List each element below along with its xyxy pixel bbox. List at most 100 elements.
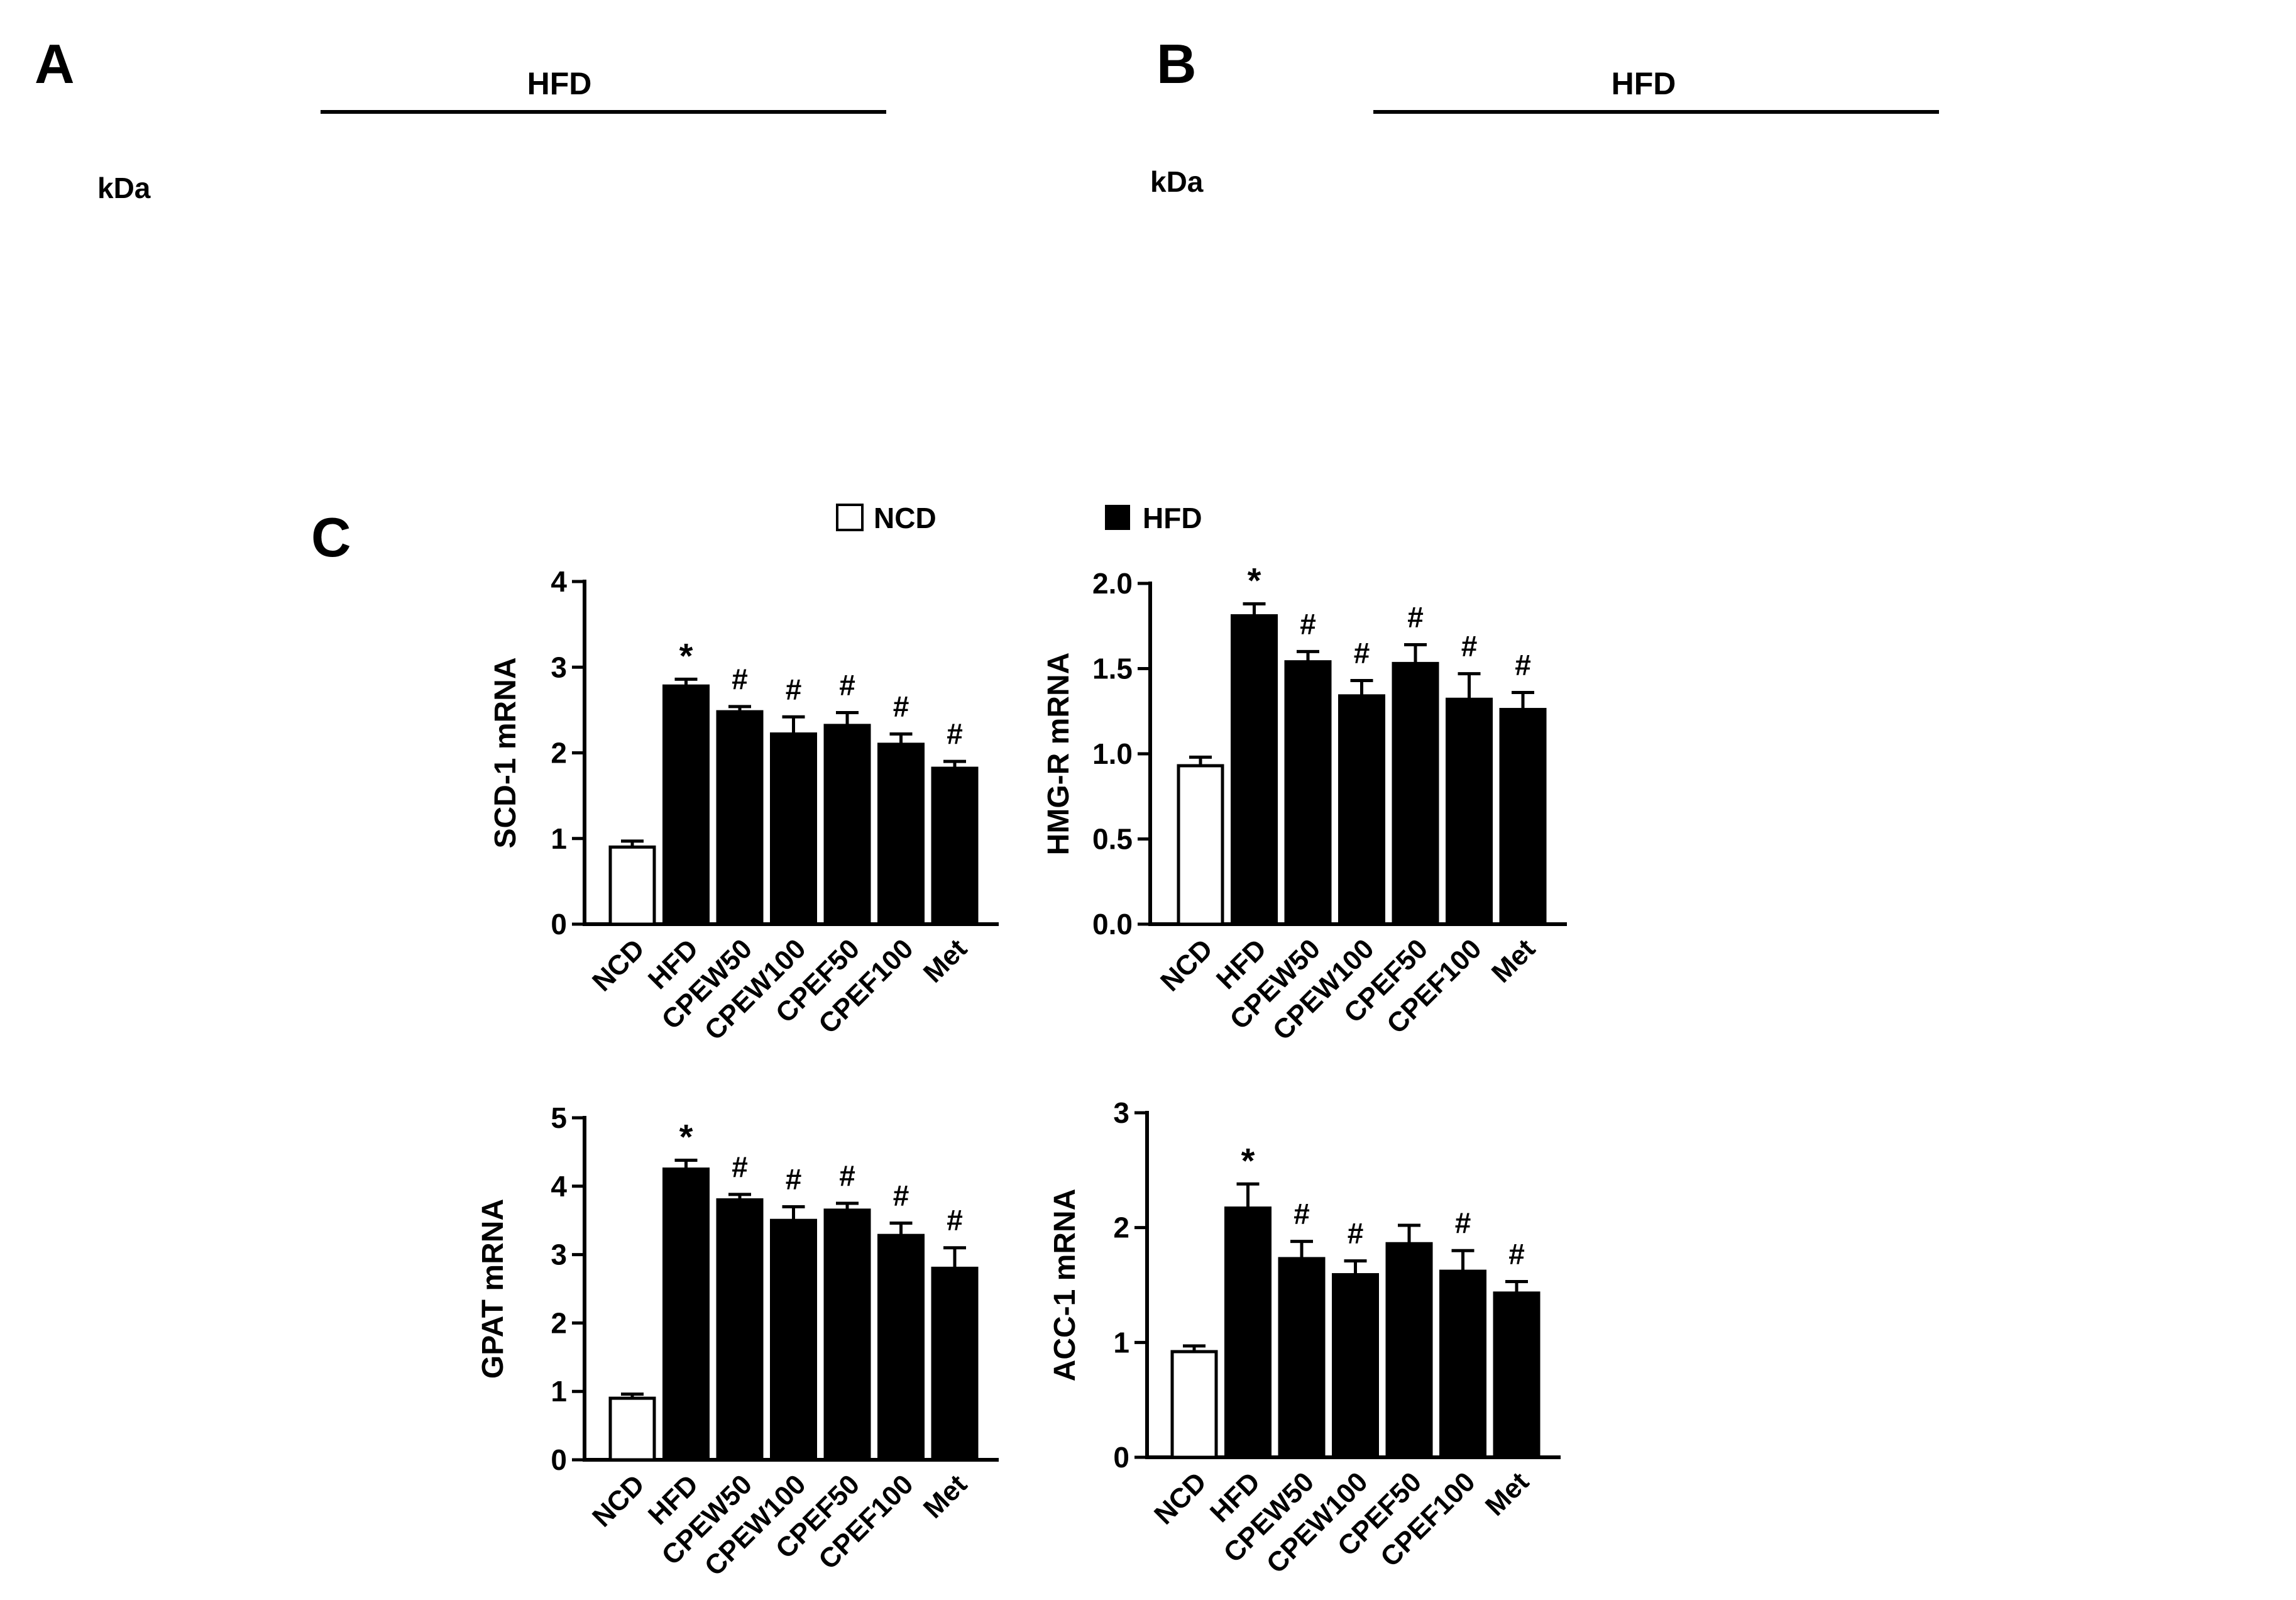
bar-cpew100: [770, 1218, 817, 1462]
x-tick-label-met: Met: [1480, 1466, 1535, 1521]
significance-hash: #: [893, 1179, 909, 1212]
y-tick-label: 1.0: [1092, 737, 1133, 770]
bar-cpef100: [1439, 1269, 1486, 1459]
x-tick-label-ncd: NCD: [1148, 1466, 1212, 1530]
significance-star: *: [679, 636, 693, 675]
legend-swatch-hfd: [1105, 505, 1130, 530]
significance-hash: #: [786, 673, 802, 705]
significance-star: *: [679, 1117, 693, 1156]
legend-label-ncd: NCD: [874, 502, 937, 534]
y-tick-label: 2: [551, 1306, 567, 1339]
bar-ncd: [608, 1396, 656, 1462]
blot-a-kda-label: kDa: [97, 172, 151, 204]
bar-ncd: [1177, 764, 1224, 926]
y-tick-label: 1: [551, 822, 567, 855]
significance-hash: #: [893, 690, 909, 723]
y-tick-label: 4: [551, 1170, 567, 1203]
bar-cpef50: [823, 1208, 871, 1462]
significance-star: *: [1241, 1140, 1255, 1180]
significance-hash: #: [1300, 607, 1316, 640]
bar-cpef100: [1446, 697, 1493, 926]
bar-met: [931, 766, 979, 926]
bar-cpef100: [877, 742, 925, 926]
legend: NCD HFD: [836, 502, 1202, 534]
y-tick-label: 4: [551, 565, 567, 598]
western-blot-b: HFD kDa: [1150, 66, 1939, 198]
significance-hash: #: [1515, 648, 1531, 681]
panel-label-a: A: [35, 33, 75, 95]
bar-cpef50: [1385, 1242, 1433, 1459]
x-tick-label-ncd: NCD: [1155, 933, 1219, 997]
y-axis-label: GPAT mRNA: [476, 1199, 510, 1379]
significance-hash: #: [839, 1159, 855, 1192]
x-tick-label-met: Met: [918, 1469, 973, 1524]
y-tick-label: 0: [1113, 1441, 1129, 1474]
significance-star: *: [1248, 561, 1261, 600]
significance-hash: #: [1348, 1217, 1364, 1250]
bar-hfd: [662, 684, 710, 926]
legend-swatch-ncd: [836, 504, 864, 531]
bar-ncd: [608, 845, 656, 926]
significance-hash: #: [947, 1204, 963, 1237]
y-tick-label: 3: [1113, 1096, 1129, 1129]
bar-cpef50: [823, 724, 871, 926]
y-tick-label: 0.0: [1092, 908, 1133, 941]
y-tick-label: 2: [551, 737, 567, 770]
y-tick-label: 0.5: [1092, 823, 1133, 856]
y-axis-label: ACC-1 mRNA: [1048, 1189, 1082, 1382]
y-tick-label: 3: [551, 1239, 567, 1271]
bar-cpew100: [1338, 694, 1385, 926]
bar-ncd: [1170, 1350, 1218, 1459]
y-tick-label: 0: [551, 908, 567, 941]
y-axis-label: HMG-R mRNA: [1042, 653, 1075, 856]
bar-hfd: [1224, 1206, 1272, 1459]
y-tick-label: 0: [551, 1443, 567, 1476]
significance-hash: #: [1407, 601, 1424, 634]
x-tick-label-ncd: NCD: [586, 1469, 651, 1533]
significance-hash: #: [839, 668, 855, 701]
panel-label-b: B: [1156, 33, 1197, 95]
significance-hash: #: [732, 663, 748, 695]
blot-a-hfd-label: HFD: [527, 66, 592, 101]
panel-label-c: C: [311, 506, 351, 568]
y-tick-label: 2: [1113, 1211, 1129, 1244]
blot-b-kda-label: kDa: [1150, 165, 1204, 198]
bar-hfd: [1231, 614, 1278, 926]
significance-hash: #: [1461, 630, 1478, 663]
y-tick-label: 1: [1113, 1326, 1129, 1359]
y-tick-label: 1: [551, 1375, 567, 1408]
y-tick-label: 5: [551, 1101, 567, 1134]
significance-hash: #: [1508, 1238, 1525, 1271]
bar-met: [931, 1266, 979, 1462]
x-tick-label-met: Met: [1486, 933, 1541, 988]
legend-label-hfd: HFD: [1143, 502, 1202, 534]
bar-hfd: [662, 1167, 710, 1462]
bar-cpew50: [716, 710, 764, 926]
bar-cpef50: [1392, 661, 1439, 926]
x-tick-label-ncd: NCD: [586, 933, 651, 997]
blot-b-hfd-label: HFD: [1612, 66, 1676, 101]
western-blot-a: HFD kDa: [97, 66, 886, 204]
bar-cpew50: [1278, 1257, 1326, 1459]
significance-hash: #: [947, 717, 963, 750]
y-tick-label: 1.5: [1092, 653, 1133, 685]
bar-met: [1499, 708, 1547, 926]
bar-cpew100: [770, 732, 817, 926]
bar-met: [1493, 1291, 1541, 1459]
x-tick-label-met: Met: [918, 933, 973, 988]
bar-cpef100: [877, 1233, 925, 1462]
significance-hash: #: [1354, 636, 1370, 669]
significance-hash: #: [732, 1150, 748, 1183]
significance-hash: #: [1455, 1206, 1471, 1239]
y-tick-label: 2.0: [1092, 567, 1133, 600]
bar-cpew100: [1332, 1273, 1379, 1459]
significance-hash: #: [786, 1162, 802, 1195]
y-tick-label: 3: [551, 651, 567, 683]
bar-cpew50: [716, 1198, 764, 1462]
significance-hash: #: [1294, 1198, 1310, 1230]
